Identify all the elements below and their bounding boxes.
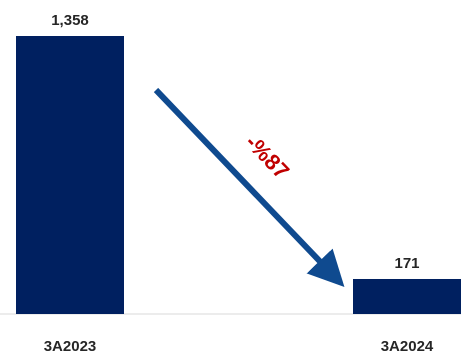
x-tick-label-3a2023: 3A2023 xyxy=(44,338,97,355)
x-tick-label-3a2024: 3A2024 xyxy=(381,338,434,355)
bar-3a2024 xyxy=(353,278,461,314)
value-label-3a2023: 1,358 xyxy=(51,12,89,29)
bar-3a2023 xyxy=(16,36,124,314)
percent-change-annotation: -%87 xyxy=(241,130,295,184)
decline-arrow xyxy=(153,87,345,288)
value-label-3a2024: 171 xyxy=(394,255,419,272)
